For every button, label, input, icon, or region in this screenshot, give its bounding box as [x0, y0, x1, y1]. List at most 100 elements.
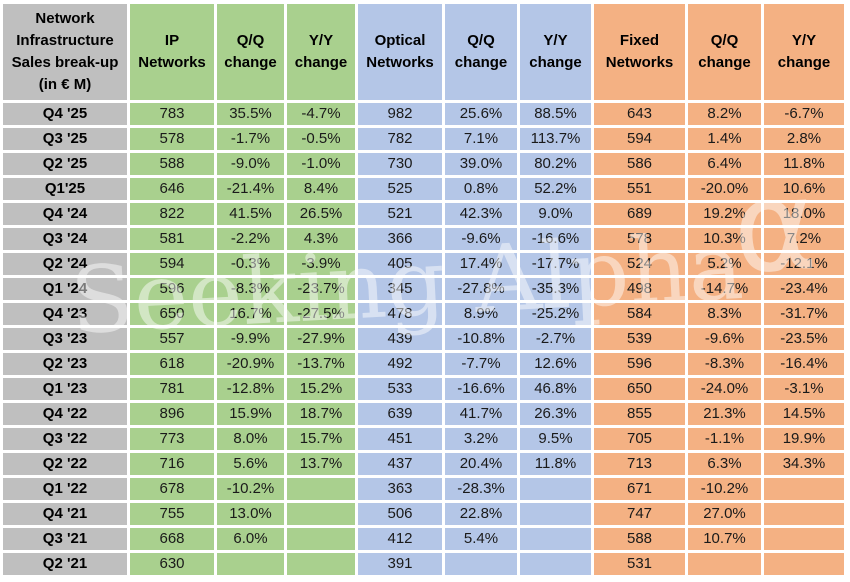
data-cell: 783: [130, 103, 214, 125]
data-cell: 594: [594, 128, 685, 150]
data-cell: [217, 553, 284, 575]
data-cell: -9.9%: [217, 328, 284, 350]
data-cell: 678: [130, 478, 214, 500]
data-cell: 451: [358, 428, 442, 450]
data-cell: 551: [594, 178, 685, 200]
data-cell: -16.6%: [445, 378, 517, 400]
data-cell: -1.1%: [688, 428, 761, 450]
data-cell: 11.8%: [520, 453, 591, 475]
data-cell: 713: [594, 453, 685, 475]
data-cell: 524: [594, 253, 685, 275]
data-cell: -7.7%: [445, 353, 517, 375]
data-cell: 16.7%: [217, 303, 284, 325]
data-cell: [520, 528, 591, 550]
data-cell: 581: [130, 228, 214, 250]
data-cell: -31.7%: [764, 303, 844, 325]
data-cell: -16.4%: [764, 353, 844, 375]
data-cell: 27.0%: [688, 503, 761, 525]
data-cell: 782: [358, 128, 442, 150]
col-header-optical-qq-change: Q/Q change: [445, 4, 517, 100]
data-cell: -21.4%: [217, 178, 284, 200]
table-row: Q4 '24 822 41.5% 26.5% 521 42.3% 9.0% 689 19.2% 1…: [3, 203, 844, 225]
data-cell: 639: [358, 403, 442, 425]
data-cell: 498: [594, 278, 685, 300]
data-cell: 35.5%: [217, 103, 284, 125]
table-body: Q4 '25 783 35.5% -4.7% 982 25.6% 88.5% 643 8.2% -…: [3, 103, 844, 575]
data-cell: 10.6%: [764, 178, 844, 200]
data-cell: 8.9%: [445, 303, 517, 325]
data-cell: -3.1%: [764, 378, 844, 400]
table-row: Q1'25 646 -21.4% 8.4% 525 0.8% 52.2% 551 -20.0% 1…: [3, 178, 844, 200]
data-cell: 478: [358, 303, 442, 325]
data-cell: 18.0%: [764, 203, 844, 225]
table-row: Q2 '23 618 -20.9% -13.7% 492 -7.7% 12.6% 596 -8.…: [3, 353, 844, 375]
data-cell: -6.7%: [764, 103, 844, 125]
data-cell: -10.2%: [688, 478, 761, 500]
data-cell: -28.3%: [445, 478, 517, 500]
data-cell: 896: [130, 403, 214, 425]
row-label: Q1 '22: [3, 478, 127, 500]
table-row: Q4 '22 896 15.9% 18.7% 639 41.7% 26.3% 855 21.3%…: [3, 403, 844, 425]
data-cell: 17.4%: [445, 253, 517, 275]
data-cell: 668: [130, 528, 214, 550]
data-cell: [520, 553, 591, 575]
data-cell: 643: [594, 103, 685, 125]
data-cell: -24.0%: [688, 378, 761, 400]
data-cell: [445, 553, 517, 575]
data-cell: 855: [594, 403, 685, 425]
data-cell: 363: [358, 478, 442, 500]
data-cell: 22.8%: [445, 503, 517, 525]
data-cell: 3.2%: [445, 428, 517, 450]
row-label: Q4 '23: [3, 303, 127, 325]
data-cell: 533: [358, 378, 442, 400]
data-cell: -10.2%: [217, 478, 284, 500]
data-cell: 650: [594, 378, 685, 400]
data-cell: [287, 528, 355, 550]
data-cell: -13.7%: [287, 353, 355, 375]
data-cell: 584: [594, 303, 685, 325]
data-cell: 11.8%: [764, 153, 844, 175]
row-label: Q2 '25: [3, 153, 127, 175]
table-row: Q3 '22 773 8.0% 15.7% 451 3.2% 9.5% 705 -1.1% 19.…: [3, 428, 844, 450]
data-cell: 88.5%: [520, 103, 591, 125]
data-cell: 80.2%: [520, 153, 591, 175]
data-cell: 345: [358, 278, 442, 300]
table-row: Q2 '24 594 -0.3% -3.9% 405 17.4% -17.7% 524 5.2%…: [3, 253, 844, 275]
data-cell: -2.7%: [520, 328, 591, 350]
data-cell: -27.9%: [287, 328, 355, 350]
data-cell: 5.6%: [217, 453, 284, 475]
row-label: Q2 '24: [3, 253, 127, 275]
table-row: Q3 '25 578 -1.7% -0.5% 782 7.1% 113.7% 594 1.4% 2…: [3, 128, 844, 150]
data-cell: -0.5%: [287, 128, 355, 150]
data-cell: 412: [358, 528, 442, 550]
data-cell: 41.7%: [445, 403, 517, 425]
data-cell: -25.2%: [520, 303, 591, 325]
data-cell: 9.5%: [520, 428, 591, 450]
data-cell: [764, 528, 844, 550]
data-cell: -12.8%: [217, 378, 284, 400]
data-cell: 113.7%: [520, 128, 591, 150]
data-cell: 6.4%: [688, 153, 761, 175]
data-cell: 437: [358, 453, 442, 475]
data-cell: 34.3%: [764, 453, 844, 475]
col-header-ip-yy-change: Y/Y change: [287, 4, 355, 100]
data-cell: 8.2%: [688, 103, 761, 125]
data-cell: 8.4%: [287, 178, 355, 200]
data-cell: 12.6%: [520, 353, 591, 375]
data-cell: 5.2%: [688, 253, 761, 275]
data-cell: 822: [130, 203, 214, 225]
data-cell: 15.9%: [217, 403, 284, 425]
data-cell: -23.4%: [764, 278, 844, 300]
data-cell: 46.8%: [520, 378, 591, 400]
data-cell: -35.3%: [520, 278, 591, 300]
data-cell: -8.3%: [217, 278, 284, 300]
data-cell: 14.5%: [764, 403, 844, 425]
data-cell: 730: [358, 153, 442, 175]
data-cell: 7.2%: [764, 228, 844, 250]
data-cell: [287, 553, 355, 575]
row-label: Q1 '23: [3, 378, 127, 400]
col-header-ip-qq-change: Q/Q change: [217, 4, 284, 100]
data-cell: 557: [130, 328, 214, 350]
data-cell: 982: [358, 103, 442, 125]
